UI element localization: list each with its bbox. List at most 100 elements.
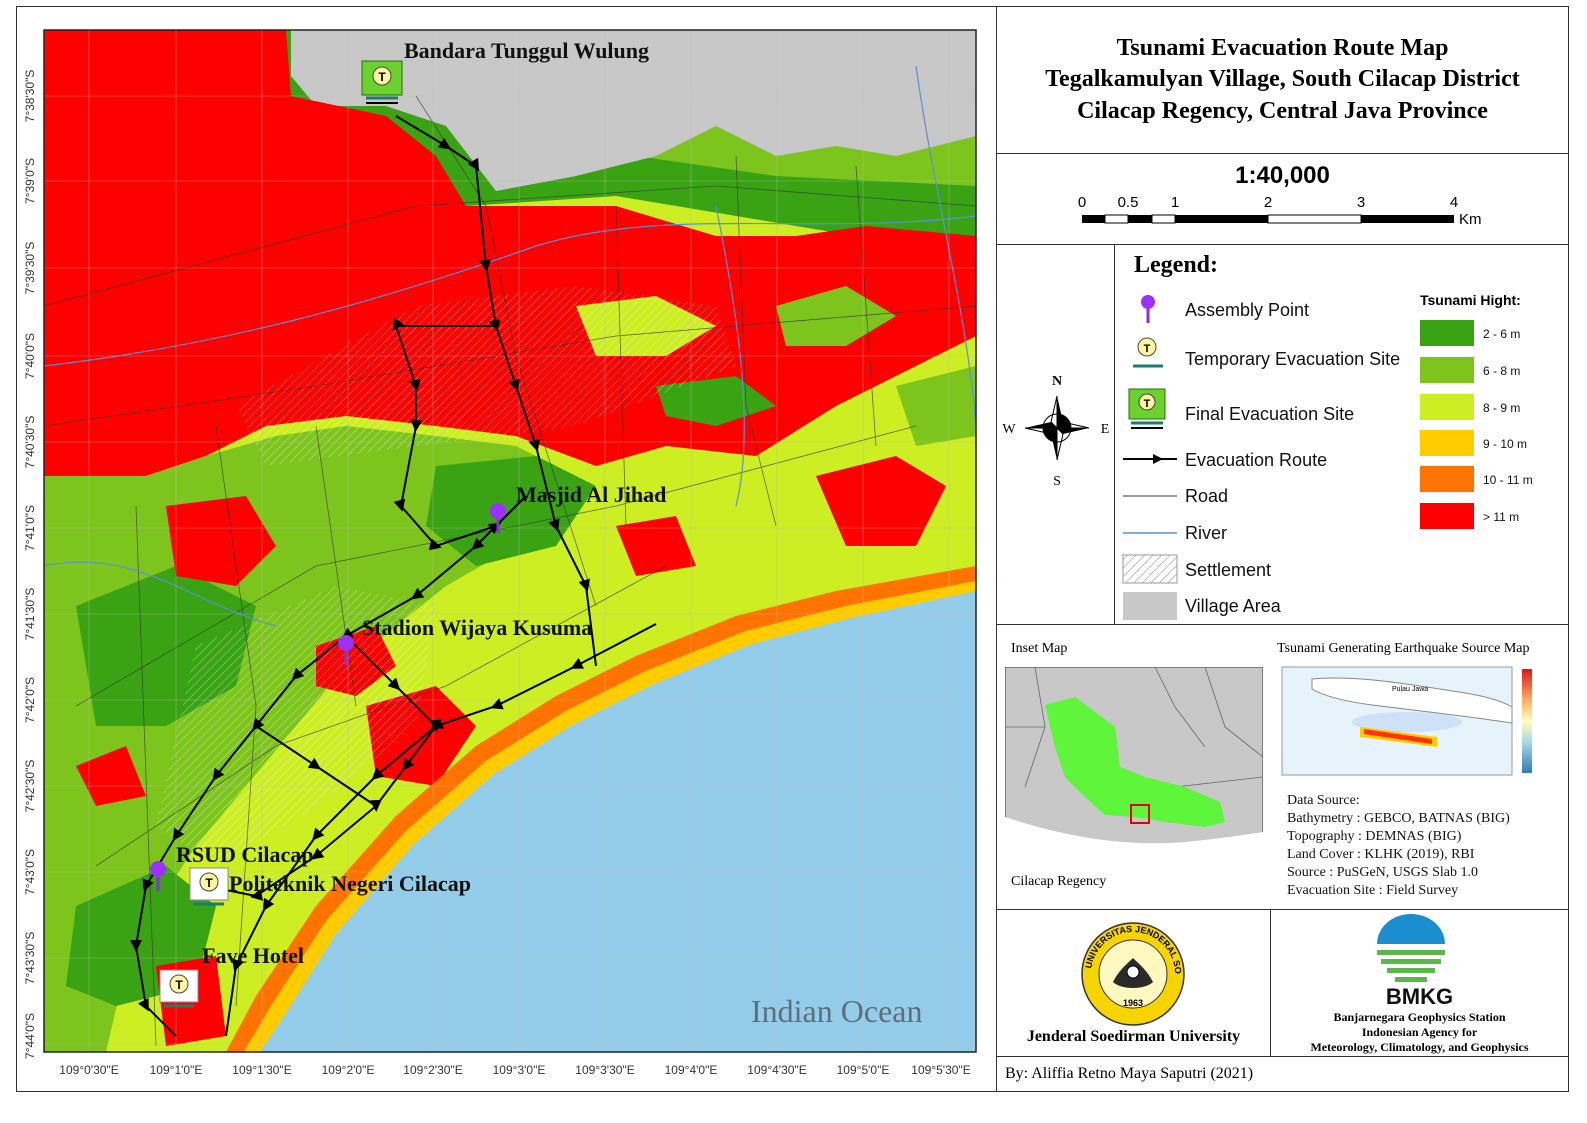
final-evacuation-site-icon: T: [1128, 388, 1166, 429]
data-source-heading: Data Source:: [1287, 793, 1360, 808]
legend-label-village: Village Area: [1185, 596, 1281, 616]
bmkg-logo-panel: BMKG Banjarnegara Geophysics Station Ind…: [1270, 909, 1569, 1057]
place-label-hospital: RSUD Cilacap: [176, 842, 314, 867]
author-panel: By: Aliffia Retno Maya Saputri (2021): [996, 1056, 1569, 1092]
legend-panel: Legend: T T Assembly Point Temporary Eva…: [1114, 244, 1569, 625]
lon-tick-label: 109°0'30"E: [59, 1063, 118, 1077]
title-panel: Tsunami Evacuation Route Map Tegalkamuly…: [996, 6, 1569, 154]
data-source-line: Evacuation Site : Field Survey: [1287, 883, 1459, 898]
map-neatline: [43, 29, 977, 1053]
eq-source-map[interactable]: Pulau Jawa: [1272, 665, 1552, 777]
legend-label-settlement: Settlement: [1185, 560, 1272, 580]
temporary-evacuation-site-icon[interactable]: T: [189, 867, 229, 906]
compass-n: N: [1052, 374, 1062, 389]
svg-text:T: T: [175, 978, 183, 992]
university-seal-icon: UNIVERSITAS JENDERAL SOEDIRMAN 1963: [1079, 920, 1185, 1026]
legend-symbols: T T: [1122, 295, 1474, 620]
lat-tick-label: 7°44'0"S: [23, 1013, 37, 1059]
svg-text:T: T: [378, 70, 386, 84]
assembly-point-pin[interactable]: [150, 861, 166, 891]
hight-swatch: [1420, 466, 1474, 492]
scale-label: 0: [1078, 194, 1086, 211]
hight-label: 6 - 8 m: [1483, 364, 1521, 378]
final-evacuation-site-icon[interactable]: T: [361, 60, 403, 104]
title-line-1: Tsunami Evacuation Route Map: [1116, 35, 1449, 61]
lon-tick-label: 109°5'0"E: [837, 1063, 890, 1077]
university-name: Jenderal Soedirman University: [1026, 1028, 1241, 1045]
place-label-airport: Bandara Tunggul Wulung: [404, 38, 649, 63]
inset-region-label: Cilacap Regency: [1011, 874, 1106, 889]
main-map[interactable]: Indian Ocean Bandara Tunggul Wulung Masj…: [16, 6, 996, 1091]
evacuation-routes: [130, 115, 657, 1037]
lat-tick-label: 7°40'30"S: [23, 416, 37, 469]
hight-label: 9 - 10 m: [1483, 437, 1528, 451]
legend-label-assembly: Assembly Point: [1185, 300, 1310, 320]
scale-label: 4: [1450, 194, 1458, 211]
lon-tick-label: 109°5'30"E: [911, 1063, 970, 1077]
scale-ratio: 1:40,000: [1235, 162, 1330, 189]
lon-tick-label: 109°4'0"E: [665, 1063, 718, 1077]
scale-panel: 1:40,000 0 0.5 1 2 3 4 Km: [996, 153, 1569, 245]
scale-label: 3: [1357, 194, 1365, 211]
legend-label-road: Road: [1185, 486, 1229, 506]
ocean-label: Indian Ocean: [751, 993, 922, 1029]
bmkg-line-3: Meteorology, Climatology, and Geophysics: [1310, 1040, 1529, 1054]
legend-label-route: Evacuation Route: [1185, 450, 1328, 470]
hight-swatch: [1420, 503, 1474, 529]
lat-tick-label: 7°42'0"S: [23, 677, 37, 723]
inset-panel: Inset Map Tsunami Generating Earthquake …: [996, 624, 1569, 910]
scale-bar: 0 0.5 1 2 3 4 Km: [1078, 194, 1482, 228]
lon-tick-label: 109°2'0"E: [322, 1063, 375, 1077]
author-credit: By: Aliffia Retno Maya Saputri (2021): [1005, 1065, 1254, 1082]
data-source-line: Land Cover : KLHK (2019), RBI: [1287, 847, 1475, 862]
eq-map-title: Tsunami Generating Earthquake Source Map: [1277, 641, 1530, 656]
scale-label: 2: [1264, 194, 1272, 211]
bmkg-line-1: Banjarnegara Geophysics Station: [1333, 1010, 1506, 1024]
settlement-symbol: [1122, 554, 1178, 584]
lon-tick-label: 109°3'30"E: [575, 1063, 634, 1077]
assembly-point-pin[interactable]: [490, 503, 506, 533]
lat-tick-label: 7°42'30"S: [23, 760, 37, 813]
eq-island-label: Pulau Jawa: [1392, 686, 1428, 693]
scale-label: 1: [1171, 194, 1179, 211]
lon-tick-label: 109°4'30"E: [747, 1063, 806, 1077]
svg-text:T: T: [1144, 343, 1151, 355]
compass-e: E: [1101, 422, 1110, 437]
assembly-point-icon: [1141, 295, 1155, 323]
bmkg-wordmark: BMKG: [1385, 984, 1454, 1009]
place-label-hotel: Fave Hotel: [202, 943, 304, 968]
data-source-line: Bathymetry : GEBCO, BATNAS (BIG): [1287, 811, 1510, 826]
place-label-mosque: Masjid Al Jihad: [516, 482, 666, 507]
legend-label-final: Final Evacuation Site: [1185, 404, 1355, 424]
bmkg-logo-icon: [1377, 914, 1445, 982]
inset-title: Inset Map: [1011, 641, 1068, 656]
temporary-evacuation-site-icon: T: [1133, 337, 1163, 368]
hight-label: 2 - 6 m: [1483, 327, 1521, 341]
legend-title: Legend:: [1134, 252, 1218, 278]
bmkg-line-2: Indonesian Agency for: [1361, 1025, 1478, 1039]
temporary-evacuation-site-icon[interactable]: T: [159, 969, 199, 1008]
hight-label: 8 - 9 m: [1483, 401, 1521, 415]
assembly-point-pin[interactable]: [338, 635, 354, 665]
village-area-symbol: [1123, 592, 1177, 620]
compass-rose-icon: N S W E: [1002, 374, 1110, 489]
longitude-ticks: 109°0'30"E 109°1'0"E 109°1'30"E 109°2'0"…: [59, 1063, 970, 1077]
hight-swatch: [1420, 320, 1474, 346]
latitude-ticks: 7°38'30"S 7°39'0"S 7°39'30"S 7°40'0"S 7°…: [23, 70, 37, 1059]
svg-text:T: T: [205, 876, 213, 890]
lon-tick-label: 109°2'30"E: [403, 1063, 462, 1077]
hight-swatch: [1420, 394, 1474, 420]
lat-tick-label: 7°39'30"S: [23, 242, 37, 295]
lon-tick-label: 109°1'0"E: [150, 1063, 203, 1077]
hight-title: Tsunami Hight:: [1420, 292, 1521, 308]
inset-map[interactable]: Cilacap Regency: [1005, 667, 1263, 895]
lat-tick-label: 7°41'30"S: [23, 588, 37, 641]
hazard-zone-red-south-7: [76, 746, 146, 806]
hight-swatch: [1420, 357, 1474, 383]
hight-label: 10 - 11 m: [1483, 473, 1533, 487]
legend-label-river: River: [1185, 523, 1228, 543]
svg-text:T: T: [1144, 398, 1151, 410]
lat-tick-label: 7°40'0"S: [23, 333, 37, 379]
scale-label: 0.5: [1118, 194, 1139, 211]
study-area-box: [1130, 804, 1150, 824]
